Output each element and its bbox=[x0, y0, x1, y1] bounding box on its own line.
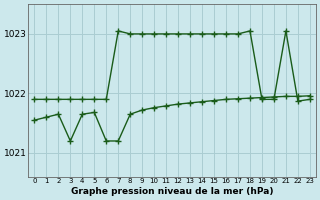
X-axis label: Graphe pression niveau de la mer (hPa): Graphe pression niveau de la mer (hPa) bbox=[71, 187, 273, 196]
